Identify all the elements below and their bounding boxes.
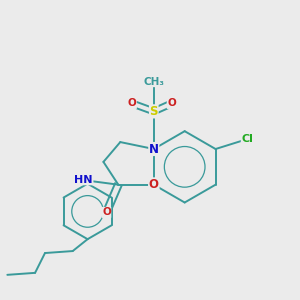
Text: S: S <box>149 105 158 118</box>
Text: Cl: Cl <box>241 134 253 144</box>
Text: HN: HN <box>74 175 93 185</box>
Text: O: O <box>149 178 159 191</box>
Text: O: O <box>128 98 136 108</box>
Text: O: O <box>102 207 111 218</box>
Text: CH₃: CH₃ <box>143 76 164 87</box>
Text: O: O <box>149 178 159 191</box>
Text: O: O <box>167 98 176 108</box>
Text: N: N <box>149 142 159 155</box>
